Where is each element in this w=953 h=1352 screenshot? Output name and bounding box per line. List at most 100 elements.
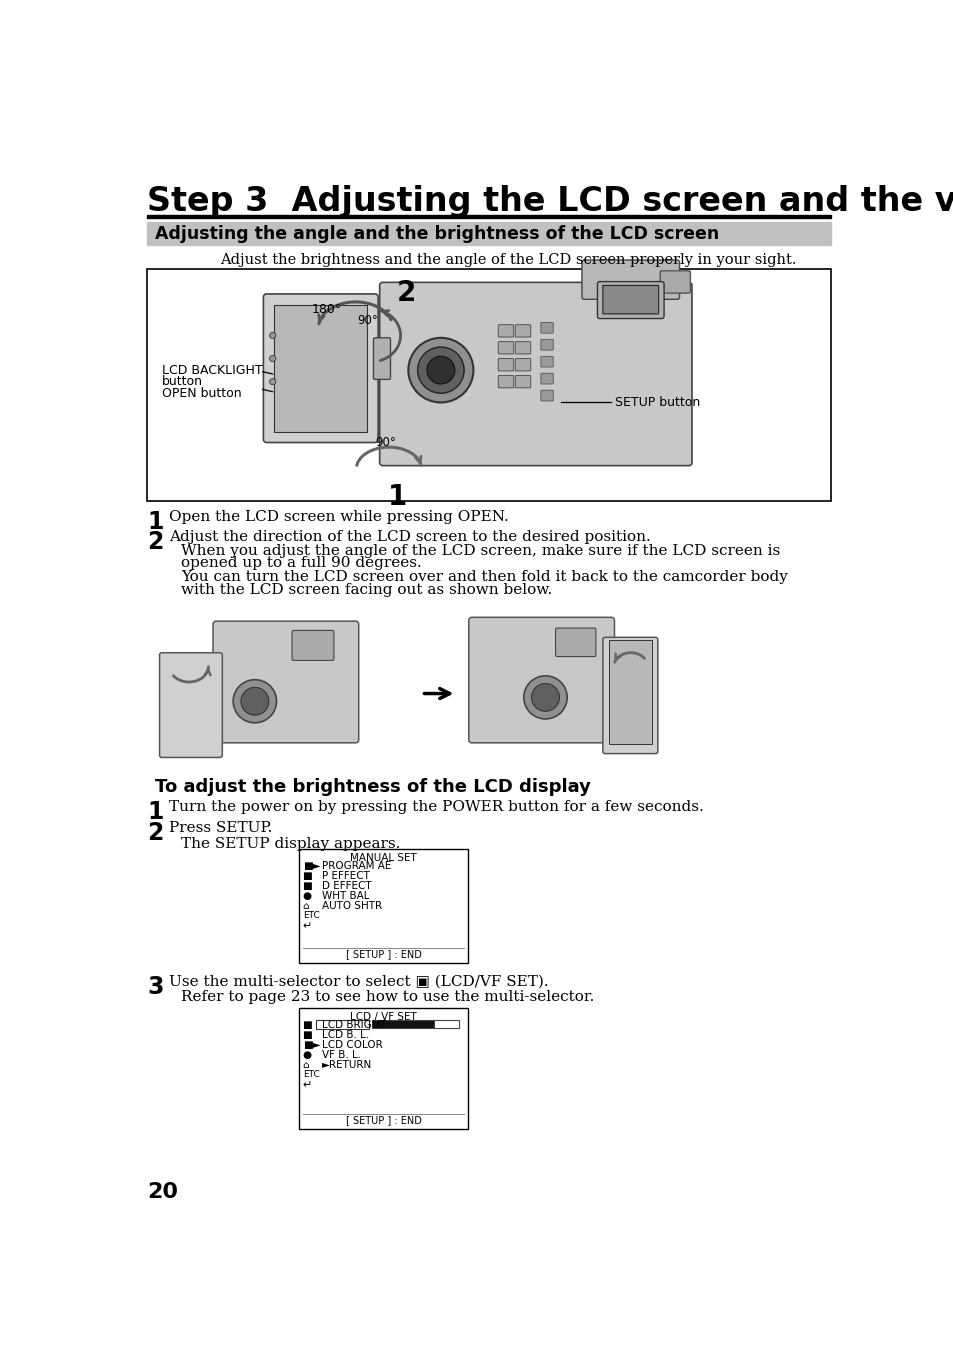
Text: Open the LCD screen while pressing OPEN.: Open the LCD screen while pressing OPEN. bbox=[169, 510, 508, 525]
Text: LCD COLOR: LCD COLOR bbox=[322, 1040, 383, 1051]
Text: 1: 1 bbox=[387, 483, 406, 511]
Text: 180°: 180° bbox=[311, 303, 341, 316]
Circle shape bbox=[408, 338, 473, 403]
Text: ●: ● bbox=[303, 1051, 314, 1060]
Bar bbox=[372, 1019, 434, 1029]
Text: 90°: 90° bbox=[375, 435, 395, 449]
FancyBboxPatch shape bbox=[373, 338, 390, 380]
Text: 2: 2 bbox=[147, 530, 163, 554]
FancyBboxPatch shape bbox=[581, 260, 679, 299]
Circle shape bbox=[241, 687, 269, 715]
FancyBboxPatch shape bbox=[515, 376, 530, 388]
Text: 2: 2 bbox=[147, 822, 163, 845]
Text: ■: ■ bbox=[303, 1030, 315, 1040]
Text: PROGRAM AE: PROGRAM AE bbox=[322, 861, 392, 872]
Bar bbox=[434, 1019, 458, 1029]
Circle shape bbox=[233, 680, 276, 723]
Circle shape bbox=[417, 347, 464, 393]
Text: Adjust the brightness and the angle of the LCD screen properly in your sight.: Adjust the brightness and the angle of t… bbox=[220, 253, 796, 268]
FancyBboxPatch shape bbox=[515, 342, 530, 354]
Text: ⌂: ⌂ bbox=[303, 902, 313, 911]
Text: To adjust the brightness of the LCD display: To adjust the brightness of the LCD disp… bbox=[154, 779, 590, 796]
Text: SETUP button: SETUP button bbox=[615, 396, 700, 408]
Text: LCD B. L.: LCD B. L. bbox=[322, 1030, 369, 1040]
Text: VF B. L.: VF B. L. bbox=[322, 1051, 361, 1060]
FancyBboxPatch shape bbox=[274, 304, 367, 431]
FancyBboxPatch shape bbox=[468, 618, 614, 742]
Text: ETC: ETC bbox=[303, 1069, 319, 1079]
Text: with the LCD screen facing out as shown below.: with the LCD screen facing out as shown … bbox=[181, 583, 552, 596]
Text: You can turn the LCD screen over and then fold it back to the camcorder body: You can turn the LCD screen over and the… bbox=[181, 571, 787, 584]
Text: button: button bbox=[162, 375, 203, 388]
FancyBboxPatch shape bbox=[540, 373, 553, 384]
Text: ●: ● bbox=[303, 891, 314, 902]
Text: P EFFECT: P EFFECT bbox=[322, 872, 370, 882]
Text: ■►: ■► bbox=[303, 1040, 320, 1051]
FancyBboxPatch shape bbox=[597, 281, 663, 319]
Text: 3: 3 bbox=[147, 975, 164, 999]
Text: D EFFECT: D EFFECT bbox=[322, 882, 372, 891]
Text: LCD BRIGHT: LCD BRIGHT bbox=[322, 1019, 386, 1030]
Bar bbox=[147, 222, 830, 246]
Text: Refer to page 23 to see how to use the multi-selector.: Refer to page 23 to see how to use the m… bbox=[181, 990, 594, 1005]
FancyBboxPatch shape bbox=[497, 324, 513, 337]
FancyBboxPatch shape bbox=[497, 358, 513, 370]
Circle shape bbox=[270, 356, 275, 362]
FancyBboxPatch shape bbox=[213, 621, 358, 742]
Text: ►RETURN: ►RETURN bbox=[322, 1060, 373, 1069]
Text: WHT BAL: WHT BAL bbox=[322, 891, 370, 902]
FancyBboxPatch shape bbox=[263, 293, 377, 442]
Text: Turn the power on by pressing the POWER button for a few seconds.: Turn the power on by pressing the POWER … bbox=[169, 800, 703, 814]
Text: MANUAL SET: MANUAL SET bbox=[350, 853, 416, 863]
FancyBboxPatch shape bbox=[659, 270, 690, 293]
Bar bbox=[298, 849, 468, 963]
Bar bbox=[147, 269, 830, 502]
FancyBboxPatch shape bbox=[515, 358, 530, 370]
Text: 2: 2 bbox=[396, 280, 416, 307]
Text: 1: 1 bbox=[147, 510, 163, 534]
Text: LCD BACKLIGHT: LCD BACKLIGHT bbox=[162, 364, 262, 377]
Circle shape bbox=[523, 676, 567, 719]
FancyBboxPatch shape bbox=[540, 357, 553, 366]
Circle shape bbox=[270, 333, 275, 338]
FancyBboxPatch shape bbox=[555, 629, 596, 657]
Text: Adjusting the angle and the brightness of the LCD screen: Adjusting the angle and the brightness o… bbox=[154, 226, 719, 243]
Circle shape bbox=[427, 357, 455, 384]
Text: The SETUP display appears.: The SETUP display appears. bbox=[181, 837, 400, 850]
Bar bbox=[298, 1007, 468, 1129]
Text: 90°: 90° bbox=[356, 314, 377, 327]
FancyBboxPatch shape bbox=[602, 637, 658, 753]
Text: [ SETUP ] : END: [ SETUP ] : END bbox=[345, 949, 421, 959]
FancyBboxPatch shape bbox=[292, 630, 334, 660]
Text: When you adjust the angle of the LCD screen, make sure if the LCD screen is: When you adjust the angle of the LCD scr… bbox=[181, 544, 780, 558]
FancyBboxPatch shape bbox=[497, 376, 513, 388]
Text: ETC: ETC bbox=[303, 911, 319, 921]
FancyBboxPatch shape bbox=[540, 339, 553, 350]
FancyBboxPatch shape bbox=[602, 285, 658, 314]
Text: opened up to a full 90 degrees.: opened up to a full 90 degrees. bbox=[181, 557, 421, 571]
Text: OPEN button: OPEN button bbox=[162, 387, 241, 400]
FancyBboxPatch shape bbox=[608, 639, 651, 744]
FancyBboxPatch shape bbox=[379, 283, 691, 465]
FancyBboxPatch shape bbox=[540, 391, 553, 402]
Text: 20: 20 bbox=[147, 1183, 178, 1202]
FancyBboxPatch shape bbox=[497, 342, 513, 354]
Text: 1: 1 bbox=[147, 800, 163, 823]
Text: ↵: ↵ bbox=[303, 1080, 312, 1090]
Text: ⌂: ⌂ bbox=[303, 1060, 313, 1069]
Text: ■: ■ bbox=[303, 1019, 315, 1030]
FancyBboxPatch shape bbox=[159, 653, 222, 757]
Text: AUTO SHTR: AUTO SHTR bbox=[322, 902, 382, 911]
Bar bbox=[147, 215, 830, 218]
Text: ■: ■ bbox=[303, 882, 315, 891]
Text: [ SETUP ] : END: [ SETUP ] : END bbox=[345, 1115, 421, 1125]
Text: Press SETUP.: Press SETUP. bbox=[169, 822, 272, 836]
Text: ■►: ■► bbox=[303, 861, 320, 872]
FancyBboxPatch shape bbox=[540, 322, 553, 333]
Text: ■: ■ bbox=[303, 872, 315, 882]
FancyBboxPatch shape bbox=[515, 324, 530, 337]
Circle shape bbox=[531, 684, 558, 711]
Text: LCD / VF SET: LCD / VF SET bbox=[350, 1011, 416, 1022]
Circle shape bbox=[270, 379, 275, 385]
Text: Use the multi-selector to select ▣ (LCD/VF SET).: Use the multi-selector to select ▣ (LCD/… bbox=[169, 975, 548, 988]
